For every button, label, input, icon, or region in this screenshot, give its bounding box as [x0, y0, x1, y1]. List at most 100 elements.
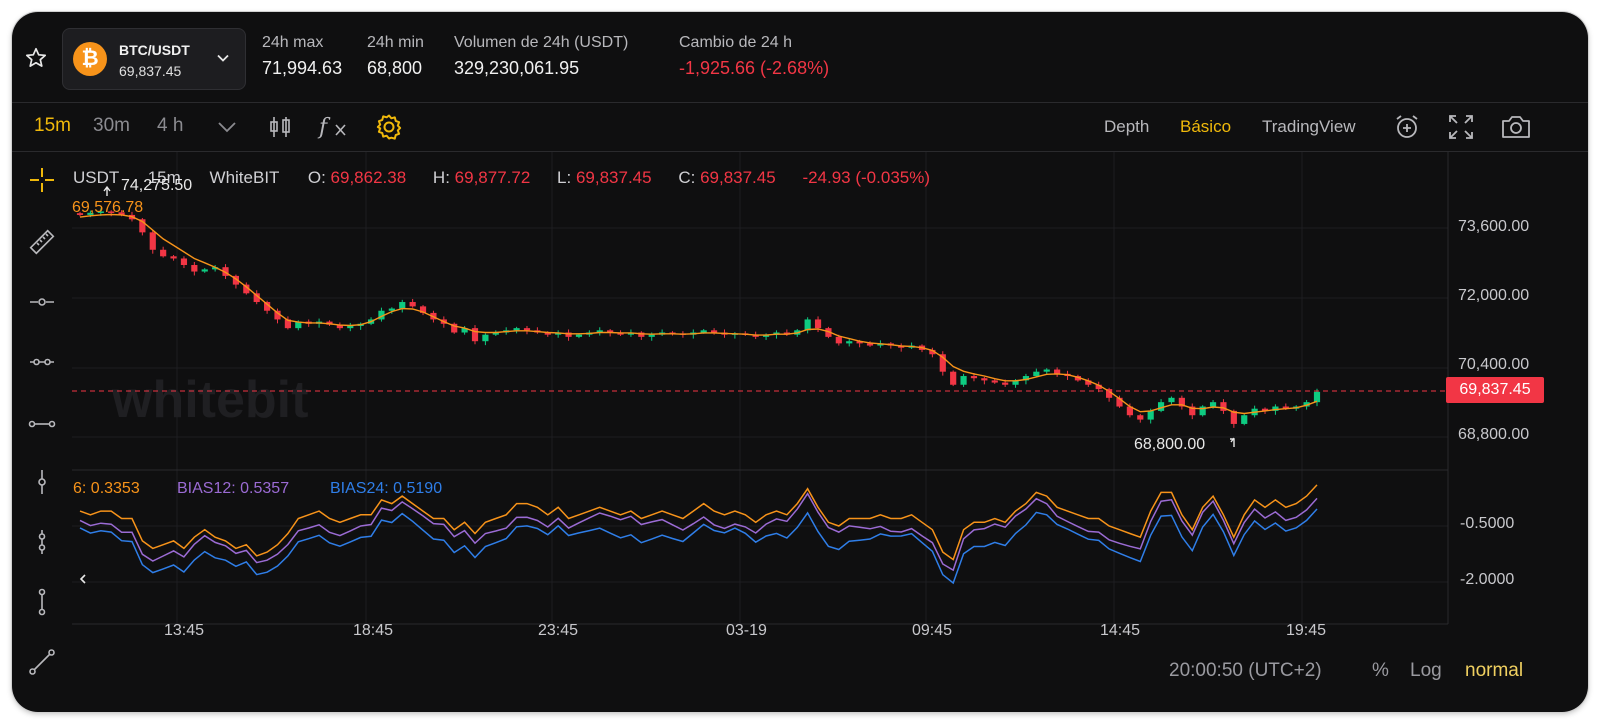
candle-body [1085, 380, 1092, 385]
trend-line-icon[interactable] [28, 648, 56, 676]
chevron-down-icon [217, 54, 229, 62]
clock-label: 20:00:50 (UTC+2) [1169, 660, 1322, 681]
candle-body [160, 249, 167, 257]
time-tick: 03-19 [726, 622, 767, 639]
candle-body [232, 275, 240, 285]
star-icon[interactable] [24, 46, 48, 70]
legend-exchange: WhiteBIT [209, 168, 280, 187]
time-tick: 23:45 [538, 622, 579, 639]
candle-body [284, 319, 291, 329]
candle-body [607, 330, 614, 333]
chart-toolbar: 15m 30m 4 h f Depth Básico TradingView [12, 103, 1588, 152]
svg-text:f: f [317, 115, 331, 140]
timeframe-4h[interactable]: 4 h [157, 115, 184, 136]
candle-body [170, 256, 177, 259]
view-basico[interactable]: Básico [1180, 117, 1232, 136]
crosshair-icon[interactable] [28, 166, 56, 194]
alarm-icon[interactable] [1392, 112, 1422, 142]
candle-body [1137, 415, 1144, 420]
chevron-down-icon[interactable] [214, 114, 240, 140]
app-window: ₿ BTC/USDT 69,837.45 24h max 71,994.63 2… [12, 12, 1588, 712]
candle-body [596, 330, 603, 333]
candle-body [638, 332, 645, 337]
normal-scale-toggle[interactable]: normal [1465, 660, 1524, 681]
candle-body [409, 302, 416, 307]
bias-tick: -2.0000 [1460, 571, 1515, 588]
horizontal-line-icon[interactable] [28, 288, 56, 316]
candle-body [804, 319, 811, 331]
moving-average-line [79, 213, 1318, 415]
legend-low: 69,837.45 [575, 168, 652, 187]
time-tick: 14:45 [1100, 622, 1141, 639]
candle-body [648, 334, 655, 337]
candle-body [950, 371, 957, 385]
candle-body [1074, 376, 1082, 381]
timeframe-30m[interactable]: 30m [93, 115, 130, 136]
candle-body [212, 267, 219, 270]
pair-price: 69,837.45 [119, 63, 182, 79]
time-tick: 19:45 [1286, 622, 1327, 639]
min-price-label: 68,800.00 [1134, 436, 1206, 453]
candle-body [399, 302, 406, 309]
fullscreen-icon[interactable] [1446, 112, 1476, 142]
percent-scale-toggle[interactable]: % [1372, 660, 1389, 681]
candlestick-icon[interactable] [267, 114, 293, 140]
camera-icon[interactable] [1500, 112, 1532, 142]
view-depth[interactable]: Depth [1104, 117, 1150, 136]
min-marker-icon [1230, 437, 1235, 447]
time-tick: 09:45 [912, 622, 953, 639]
segment-icon[interactable] [28, 410, 56, 438]
bias24-line [79, 508, 1318, 585]
vertical-ray-icon[interactable] [28, 528, 56, 556]
gear-icon[interactable] [374, 112, 404, 142]
candle-body [243, 284, 250, 294]
pair-selector[interactable]: ₿ BTC/USDT 69,837.45 [62, 28, 246, 90]
candle-body [471, 328, 479, 342]
candle-body [97, 211, 104, 213]
candle-body [264, 302, 271, 311]
ohlc-legend: USDT 15m WhiteBIT O: 69,862.38 H: 69,877… [73, 168, 931, 187]
candle-body [1303, 402, 1310, 407]
candle-body [388, 308, 395, 311]
vertical-segment-icon[interactable] [28, 588, 56, 616]
candle-body [1106, 389, 1113, 398]
candle-body [513, 328, 520, 331]
candle-body [960, 376, 967, 385]
drawing-toolbar [12, 152, 70, 712]
candle-body [856, 341, 863, 344]
candle-body [180, 258, 188, 266]
candle-body [1157, 402, 1165, 411]
candle-body [492, 332, 499, 335]
candle-body [575, 334, 583, 337]
vertical-line-icon[interactable] [28, 468, 56, 496]
function-icon[interactable]: f [317, 114, 351, 140]
legend-high: 69,877.72 [454, 168, 531, 187]
candle-body [1168, 397, 1175, 403]
candle-body [981, 378, 988, 381]
bias12-line [79, 492, 1318, 572]
candle-body [939, 354, 946, 372]
timeframe-15m[interactable]: 15m [34, 115, 71, 136]
log-scale-toggle[interactable]: Log [1410, 660, 1442, 681]
horizontal-ray-icon[interactable] [28, 348, 56, 376]
ruler-icon[interactable] [28, 228, 56, 256]
time-tick: 18:45 [353, 622, 394, 639]
candle-body [87, 212, 94, 215]
time-tick: 13:45 [164, 622, 205, 639]
bias12-label: BIAS12: 0.5357 [177, 480, 290, 497]
bias-tick: -0.5000 [1460, 515, 1515, 532]
view-tradingview[interactable]: TradingView [1262, 117, 1356, 136]
legend-open: 69,862.38 [330, 168, 407, 187]
stat-24h-min: 24h min 68,800 [367, 34, 424, 78]
price-chart[interactable]: whitebit [12, 152, 1588, 712]
candle-body [929, 349, 936, 355]
candle-body [149, 232, 156, 250]
candle-body [1147, 410, 1154, 420]
stat-24h-change: Cambio de 24 h -1,925.66 (-2.68%) [679, 34, 830, 78]
candle-body [1189, 406, 1196, 416]
candle-body [1033, 371, 1040, 377]
candle-body [1313, 391, 1321, 403]
candle-body [1241, 415, 1248, 424]
pair-name: BTC/USDT [119, 42, 190, 58]
max-marker-icon [103, 185, 111, 196]
